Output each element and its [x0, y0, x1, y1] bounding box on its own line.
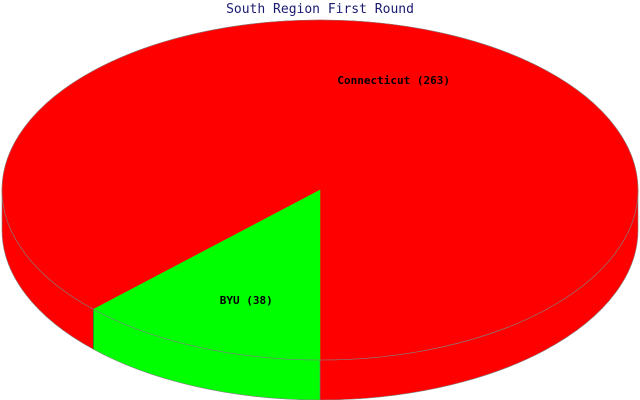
pie-top — [1, 19, 639, 361]
pie-rim — [1, 19, 639, 361]
slice-label-byu: BYU (38) — [220, 294, 273, 307]
chart-title: South Region First Round — [226, 2, 414, 17]
pie-labels: Connecticut (263) BYU (38) — [220, 74, 450, 307]
slice-label-connecticut: Connecticut (263) — [337, 74, 450, 87]
